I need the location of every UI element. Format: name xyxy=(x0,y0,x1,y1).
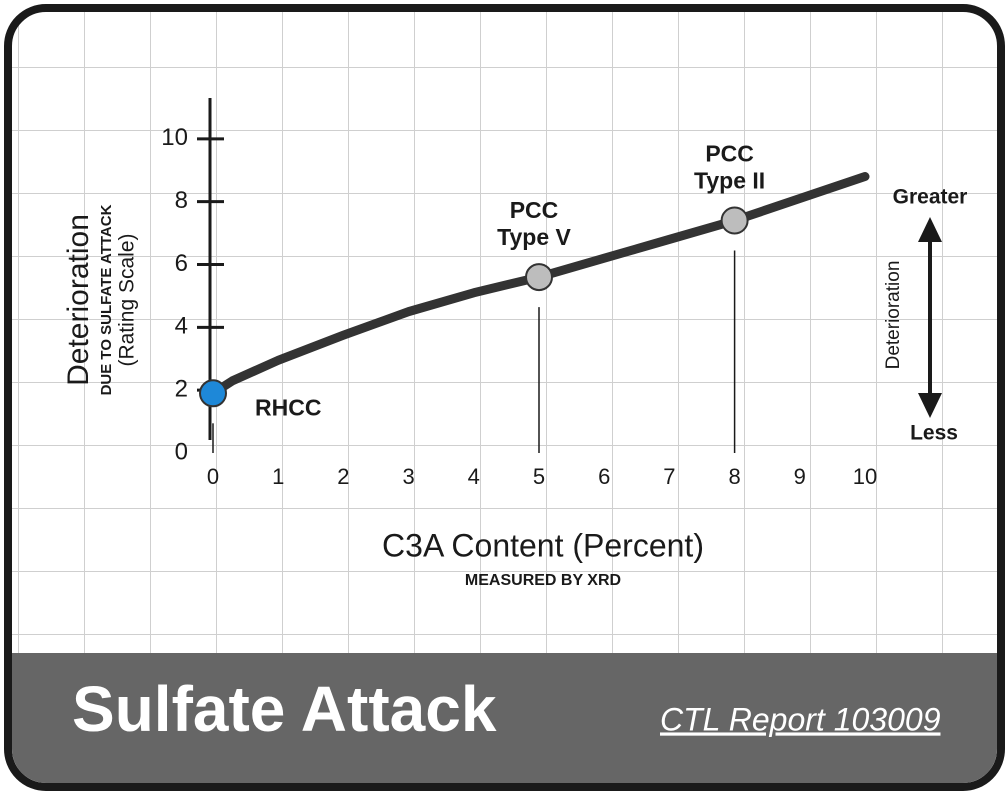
point-label: PCC xyxy=(510,197,559,223)
point-label: Type II xyxy=(694,168,765,194)
scale-legend-bottom: Less xyxy=(910,422,958,445)
point xyxy=(720,206,749,235)
x-tick-label: 0 xyxy=(207,464,219,489)
x-tick-label: 3 xyxy=(402,464,414,489)
x-tick-label: 6 xyxy=(598,464,610,489)
y-tick-label: 10 xyxy=(161,124,188,151)
y-tick-label: 8 xyxy=(175,187,188,214)
x-tick-label: 7 xyxy=(663,464,675,489)
x-axis-label: C3A Content (Percent) xyxy=(382,527,704,563)
point xyxy=(199,379,227,408)
point-label: RHCC xyxy=(255,394,321,420)
footer-band xyxy=(12,653,997,783)
y-axis-label: DUE TO SULFATE ATTACK xyxy=(98,204,115,395)
y-tick-label: 4 xyxy=(175,313,188,340)
y-axis-label: (Rating Scale) xyxy=(116,233,139,366)
chart-subtitle: CTL Report 103009 xyxy=(660,701,941,737)
chart-title: Sulfate Attack xyxy=(72,673,497,745)
y-tick-label: 2 xyxy=(175,376,188,403)
x-axis-sublabel: MEASURED BY XRD xyxy=(465,572,621,589)
x-tick-label: 1 xyxy=(272,464,284,489)
point-label: Type V xyxy=(497,224,571,250)
x-tick-label: 4 xyxy=(468,464,480,489)
y-axis-label: Deterioration xyxy=(62,214,95,386)
scale-legend-top: Greater xyxy=(893,186,968,209)
x-tick-label: 10 xyxy=(853,464,877,489)
y-tick-label: 0 xyxy=(175,438,188,465)
x-tick-label: 9 xyxy=(794,464,806,489)
y-tick-label: 6 xyxy=(175,250,188,277)
scale-legend-middle: Deterioration xyxy=(883,261,904,370)
scale-arrow-head xyxy=(918,217,942,242)
x-tick-label: 2 xyxy=(337,464,349,489)
x-tick-label: 5 xyxy=(533,464,545,489)
point xyxy=(525,263,553,292)
scale-arrow-head xyxy=(918,393,942,418)
x-tick-label: 8 xyxy=(728,464,740,489)
point-label: PCC xyxy=(705,141,754,167)
frame xyxy=(4,4,1005,791)
